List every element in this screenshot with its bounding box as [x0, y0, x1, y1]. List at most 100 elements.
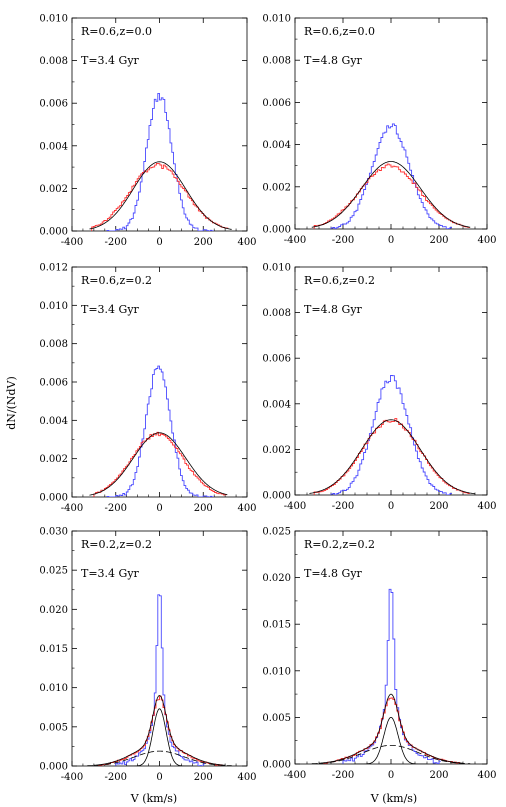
- y-tick-label: 0.000: [262, 491, 291, 502]
- y-tick-label: 0.002: [262, 445, 291, 456]
- x-tick-label: -400: [284, 501, 306, 512]
- panel-frame: [294, 530, 488, 765]
- y-tick-label: 0.010: [262, 14, 291, 25]
- panel-annotation: T=4.8 Gyr: [304, 567, 363, 580]
- x-tick-label: 200: [429, 235, 448, 246]
- y-tick-label: 0.010: [262, 666, 291, 677]
- blue-histogram-series: [330, 123, 452, 229]
- y-tick-label: 0.006: [39, 378, 68, 389]
- blue-histogram-series: [115, 594, 205, 766]
- panel-annotation: R=0.6,z=0.2: [81, 274, 152, 287]
- x-tick-label: 200: [429, 501, 448, 512]
- fit-curve: [89, 161, 232, 230]
- x-tick-label: 400: [477, 501, 496, 512]
- y-tick-label: 0.015: [262, 620, 291, 631]
- figure-xlabel-left: V (km/s): [130, 792, 177, 805]
- red-histogram-series: [313, 418, 470, 495]
- x-tick-label: -200: [332, 770, 354, 781]
- fit-curve: [89, 432, 228, 496]
- x-tick-label: 400: [237, 772, 256, 783]
- panel-annotation: R=0.6,z=0.0: [304, 25, 375, 38]
- fit-curve: [126, 708, 193, 766]
- y-tick-label: 0.004: [39, 416, 68, 427]
- x-tick-label: 400: [477, 770, 496, 781]
- y-tick-label: 0.004: [39, 141, 68, 152]
- y-tick-label: 0.005: [262, 713, 291, 724]
- panel-annotation: R=0.6,z=0.0: [81, 25, 152, 38]
- x-tick-label: -400: [61, 237, 83, 248]
- y-tick-label: 0.010: [39, 683, 68, 694]
- y-tick-label: 0.015: [39, 644, 68, 655]
- y-tick-label: 0.010: [262, 263, 291, 274]
- x-tick-label: 400: [237, 503, 256, 514]
- fit-curve: [319, 693, 463, 764]
- x-tick-label: -200: [332, 235, 354, 246]
- y-tick-label: 0.025: [39, 566, 68, 577]
- panel-frame: [294, 17, 488, 230]
- red-histogram-series: [97, 695, 223, 766]
- figure-xlabel-right: V (km/s): [370, 792, 417, 805]
- x-tick-label: -200: [332, 501, 354, 512]
- dashed-fit-curve: [311, 745, 471, 764]
- x-tick-label: -200: [105, 772, 127, 783]
- panel-annotation: T=3.4 Gyr: [81, 54, 140, 67]
- x-tick-label: 0: [388, 501, 394, 512]
- y-tick-label: 0.010: [39, 14, 68, 25]
- x-tick-label: 0: [388, 770, 394, 781]
- panel-annotation: R=0.2,z=0.2: [304, 538, 375, 551]
- x-tick-label: 200: [429, 770, 448, 781]
- figure-ylabel: dN/(NdV): [5, 376, 18, 430]
- y-tick-label: 0.000: [39, 227, 68, 238]
- x-tick-label: -400: [284, 235, 306, 246]
- y-tick-label: 0.025: [262, 527, 291, 538]
- y-tick-label: 0.000: [39, 493, 68, 504]
- blue-histogram-series: [342, 588, 441, 764]
- x-tick-label: 200: [194, 503, 213, 514]
- y-tick-label: 0.030: [39, 527, 68, 538]
- x-tick-label: 0: [156, 772, 162, 783]
- panel-2: -400 -200 0 200 400 0.000 0.002 0.004 0.006 0.008…: [262, 14, 496, 247]
- panel-frame: [294, 266, 488, 496]
- y-tick-label: 0.004: [262, 140, 291, 151]
- y-tick-label: 0.002: [262, 182, 291, 193]
- panel-5: -400 -200 0 200 400 0.000 0.005 0.010 0.015 0.020…: [39, 527, 256, 784]
- red-histogram-series: [93, 431, 227, 497]
- y-tick-label: 0.002: [39, 184, 68, 195]
- panel-annotation: R=0.6,z=0.2: [304, 274, 375, 287]
- y-tick-label: 0.008: [262, 56, 291, 67]
- fit-curve: [355, 716, 427, 764]
- y-tick-label: 0.000: [262, 225, 291, 236]
- y-tick-label: 0.012: [39, 263, 68, 274]
- x-tick-label: 200: [194, 772, 213, 783]
- red-histogram-series: [323, 697, 461, 764]
- y-tick-label: 0.020: [39, 605, 68, 616]
- y-tick-label: 0.000: [262, 760, 291, 771]
- panel-annotation: T=3.4 Gyr: [81, 567, 140, 580]
- x-tick-label: 0: [388, 235, 394, 246]
- red-histogram-series: [313, 163, 470, 229]
- x-tick-label: 400: [237, 237, 256, 248]
- x-tick-label: -200: [105, 237, 127, 248]
- panel-4: -400 -200 0 200 400 0.000 0.002 0.004 0.006 0.008…: [262, 263, 496, 513]
- x-tick-label: 200: [194, 237, 213, 248]
- y-tick-label: 0.008: [262, 308, 291, 319]
- fit-curve: [309, 419, 476, 495]
- y-tick-label: 0.005: [39, 722, 68, 733]
- fit-curve: [93, 695, 226, 766]
- blue-histogram-series: [106, 92, 214, 231]
- panel-1: -400 -200 0 200 400 0.000 0.002 0.004 0.006 0.008…: [39, 14, 256, 249]
- blue-histogram-series: [330, 375, 452, 495]
- y-tick-label: 0.002: [39, 454, 68, 465]
- panel-3: -400 -200 0 200 400 0.000 0.002 0.004 0.006 0.008…: [39, 263, 256, 515]
- fit-curve: [311, 161, 471, 228]
- panel-annotation: T=3.4 Gyr: [81, 303, 140, 316]
- y-tick-label: 0.008: [39, 339, 68, 350]
- y-tick-label: 0.008: [39, 56, 68, 67]
- x-tick-label: 0: [156, 237, 162, 248]
- y-tick-label: 0.010: [39, 301, 68, 312]
- x-tick-label: -200: [105, 503, 127, 514]
- panel-annotation: R=0.2,z=0.2: [81, 538, 152, 551]
- panel-frame: [71, 266, 248, 498]
- y-tick-label: 0.006: [39, 99, 68, 110]
